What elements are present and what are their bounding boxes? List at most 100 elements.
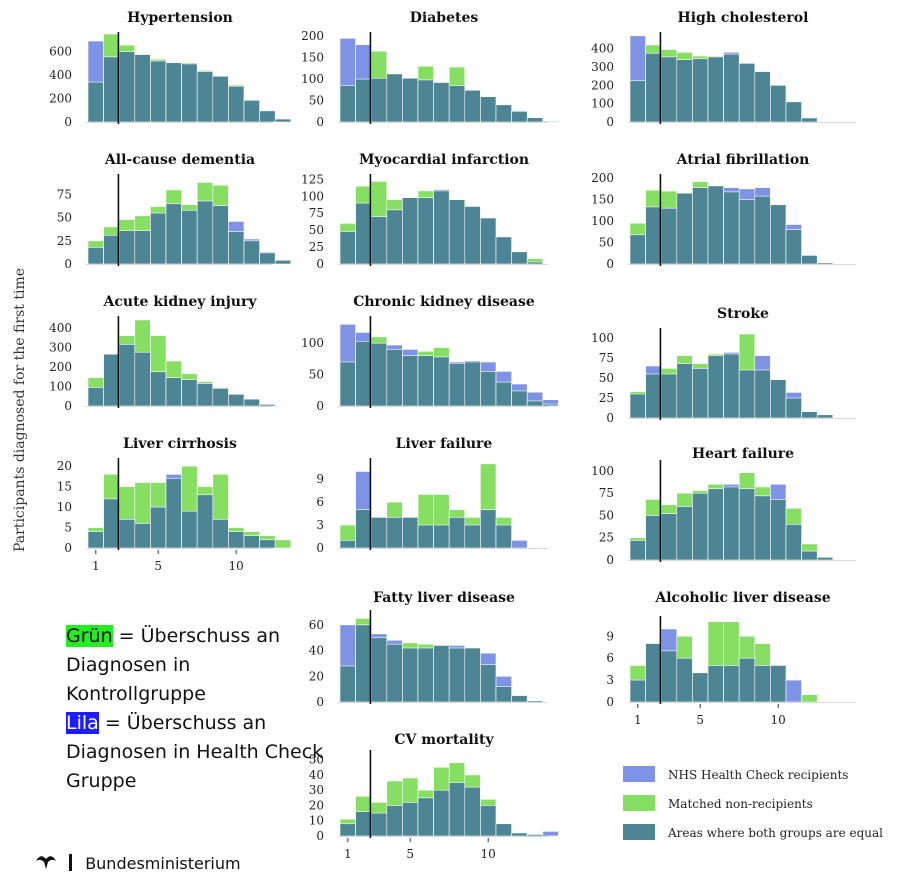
bar-both: [817, 121, 833, 122]
bar-both: [512, 252, 528, 264]
bar-both: [480, 665, 496, 702]
y-tick-label: 20: [57, 459, 72, 473]
bar-both: [817, 415, 833, 418]
bar-both: [88, 532, 104, 548]
panel-title: Atrial fibrillation: [676, 152, 810, 168]
bar-both: [213, 388, 229, 406]
y-tick-label: 0: [316, 399, 324, 413]
bar-both: [135, 55, 151, 122]
x-tick-label: 10: [229, 559, 244, 573]
bar-both: [418, 356, 434, 406]
bar-both: [677, 193, 693, 264]
bar-both: [802, 255, 818, 264]
bar-both: [371, 638, 387, 702]
bar-both: [150, 507, 166, 548]
bar-both: [817, 557, 833, 560]
y-axis-label: Participants diagnosed for the first tim…: [12, 268, 28, 552]
bar-excess: [786, 680, 802, 702]
bar-both: [677, 507, 693, 560]
y-tick-label: 75: [309, 206, 324, 220]
y-tick-label: 50: [599, 508, 614, 522]
bar-both: [480, 371, 496, 406]
eagle-icon: [34, 853, 58, 871]
bar-both: [135, 352, 151, 406]
bar-both: [739, 200, 755, 264]
bar-both: [465, 90, 481, 122]
bar-both: [802, 551, 818, 560]
bar-both: [770, 380, 786, 418]
legend-both-label: Areas where both groups are equal: [667, 826, 883, 840]
bar-both: [387, 210, 403, 264]
bar-both: [402, 802, 418, 836]
bar-both: [465, 362, 481, 406]
bar-both: [770, 665, 786, 702]
bar-both: [755, 196, 771, 264]
y-tick-label: 50: [599, 236, 614, 250]
y-tick-label: 100: [301, 336, 324, 350]
legend-nonrecipients-label: Matched non-recipients: [668, 797, 813, 811]
bar-both: [418, 798, 434, 836]
bar-both: [434, 525, 450, 548]
bar-both: [182, 380, 198, 406]
bar-both: [182, 210, 198, 264]
bar-both: [543, 404, 559, 406]
bar-both: [449, 86, 465, 122]
bar-both: [150, 372, 166, 406]
bar-both: [387, 644, 403, 702]
bar-both: [770, 499, 786, 560]
bar-both: [802, 412, 818, 418]
bar-both: [739, 658, 755, 702]
bar-both: [661, 514, 677, 560]
bar-both: [646, 644, 662, 702]
bar-both: [356, 625, 372, 702]
bar-both: [677, 60, 693, 122]
note-lila-word: Lila: [66, 712, 99, 734]
bar-both: [402, 517, 418, 548]
bar-both: [340, 362, 356, 406]
bar-both: [724, 54, 740, 122]
bar-both: [786, 524, 802, 560]
bar-both: [197, 495, 213, 548]
bar-both: [228, 86, 244, 122]
x-tick-label: 1: [344, 847, 352, 861]
y-tick-label: 200: [301, 29, 324, 43]
bar-both: [340, 232, 356, 264]
bar-both: [356, 341, 372, 406]
y-tick-label: 75: [599, 351, 614, 365]
bar-both: [512, 111, 528, 122]
bar-both: [708, 57, 724, 122]
bar-both: [755, 665, 771, 702]
bar-excess: [802, 695, 818, 702]
x-tick-label: 5: [696, 713, 704, 727]
bar-both: [739, 63, 755, 122]
bar-both: [630, 680, 646, 702]
bar-both: [260, 404, 276, 406]
bar-both: [166, 204, 182, 264]
bar-both: [166, 378, 182, 406]
bar-both: [228, 394, 244, 406]
bar-both: [244, 536, 260, 548]
panel-title: Chronic kidney disease: [353, 294, 535, 310]
bar-excess: [543, 831, 559, 836]
y-tick-label: 3: [606, 673, 614, 687]
y-tick-label: 75: [57, 188, 72, 202]
bar-both: [434, 357, 450, 406]
bar-both: [213, 519, 229, 548]
panel-title: Myocardial infarction: [359, 152, 529, 168]
bar-both: [228, 232, 244, 264]
bar-both: [356, 812, 372, 836]
bar-both: [692, 59, 708, 122]
bar-both: [104, 57, 120, 122]
bar-both: [527, 118, 543, 122]
bar-both: [88, 247, 104, 264]
bar-excess: [275, 540, 291, 548]
bar-both: [512, 833, 528, 836]
bar-both: [150, 213, 166, 264]
bar-both: [692, 673, 708, 702]
bar-both: [708, 665, 724, 702]
bar-both: [449, 517, 465, 548]
y-tick-label: 25: [309, 240, 324, 254]
y-tick-label: 10: [309, 814, 324, 828]
bar-both: [527, 701, 543, 702]
y-tick-label: 0: [606, 257, 614, 271]
